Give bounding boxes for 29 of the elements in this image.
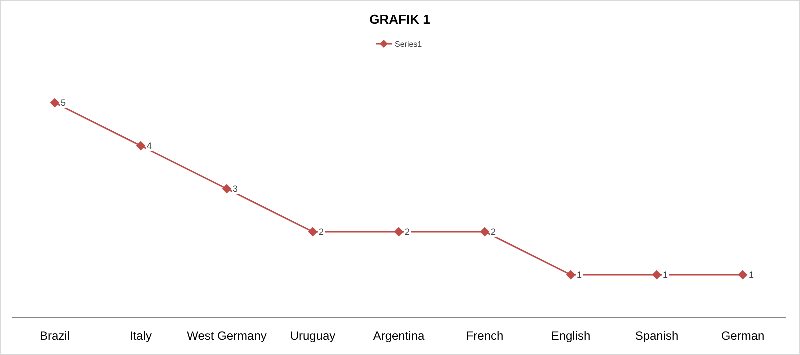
data-label: 1 bbox=[749, 270, 754, 280]
x-tick-label: Uruguay bbox=[290, 329, 336, 343]
x-tick-label: French bbox=[466, 329, 504, 343]
x-tick-label: Italy bbox=[130, 329, 152, 343]
point bbox=[738, 270, 748, 280]
x-tick-label: English bbox=[551, 329, 591, 343]
point bbox=[480, 228, 490, 236]
x-tick-label: German bbox=[721, 329, 765, 343]
data-label: 2 bbox=[319, 227, 324, 237]
data-label: 2 bbox=[405, 227, 410, 237]
legend-label: Series1 bbox=[395, 40, 423, 49]
x-tick-label: Argentina bbox=[373, 329, 426, 343]
data-label: 4 bbox=[147, 141, 152, 151]
point bbox=[394, 228, 404, 236]
data-label: 1 bbox=[663, 270, 668, 280]
point bbox=[566, 270, 576, 280]
x-tick-label: Brazil bbox=[40, 329, 70, 343]
data-label: 3 bbox=[233, 184, 238, 194]
x-tick-label: Spanish bbox=[635, 329, 679, 343]
data-label: 5 bbox=[61, 98, 66, 108]
data-label: 2 bbox=[491, 227, 496, 237]
point bbox=[50, 98, 60, 108]
point bbox=[136, 142, 146, 150]
x-tick-label: West Germany bbox=[187, 329, 267, 343]
point bbox=[308, 228, 318, 236]
point bbox=[652, 270, 662, 280]
data-label: 1 bbox=[577, 270, 582, 280]
chart-title: GRAFIK 1 bbox=[370, 12, 430, 27]
point bbox=[222, 184, 232, 194]
